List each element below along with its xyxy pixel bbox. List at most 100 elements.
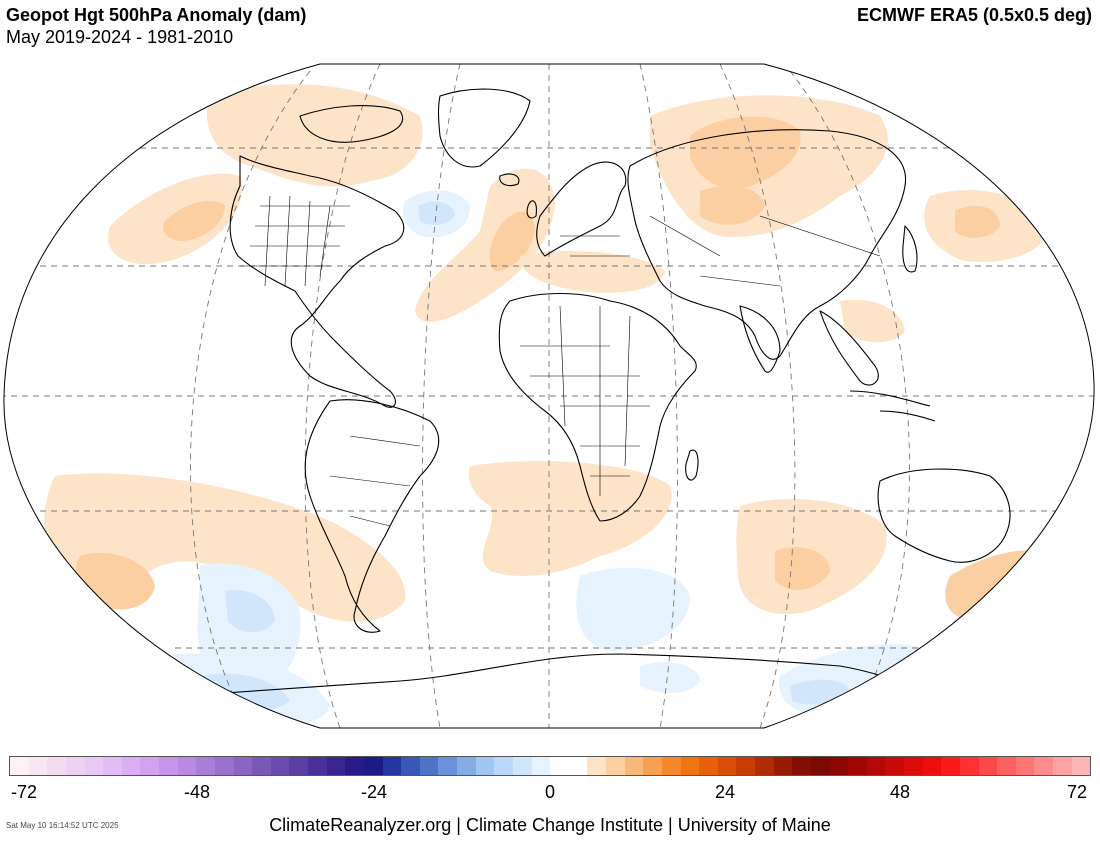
colorbar-tick: -72: [10, 782, 38, 802]
anomaly-field: [3, 64, 1095, 728]
colorbar-swatch: [214, 757, 234, 775]
colorbar-tick: -24: [360, 782, 388, 802]
colorbar-swatch: [512, 757, 532, 775]
colorbar-swatch: [270, 757, 290, 775]
colorbar-tick: 48: [889, 782, 911, 802]
colorbar: [9, 756, 1091, 778]
colorbar-swatch: [587, 757, 606, 775]
map-title: Geopot Hgt 500hPa Anomaly (dam): [6, 5, 307, 25]
colorbar-swatches: [9, 756, 1091, 776]
coast-canada-arctic: [299, 105, 403, 143]
colorbar-swatch: [941, 757, 960, 775]
anomaly-south-pacific: [44, 473, 406, 622]
colorbar-swatch: [196, 757, 215, 775]
colorbar-swatch: [438, 757, 457, 775]
coast-asia: [627, 129, 907, 360]
coast-japan: [902, 225, 918, 273]
colorbar-swatch: [326, 757, 346, 775]
colorbar-swatch: [717, 757, 737, 775]
colorbar-tick: 72: [1066, 782, 1088, 802]
colorbar-swatch: [624, 757, 644, 775]
generated-timestamp: Sat May 10 16:14:52 UTC 2025: [6, 821, 119, 830]
world-map: [0, 56, 1100, 746]
coast-australia: [877, 468, 1011, 563]
coast-africa: [498, 293, 697, 522]
colorbar-swatch: [308, 757, 327, 775]
colorbar-swatch: [159, 757, 178, 775]
colorbar-swatch: [345, 757, 364, 775]
colorbar-swatch: [550, 757, 569, 775]
world-map-svg: [3, 63, 1095, 729]
colorbar-swatch: [494, 757, 513, 775]
colorbar-swatch: [885, 757, 904, 775]
anomaly-atlantic: [415, 168, 555, 322]
colorbar-swatch: [568, 757, 588, 775]
colorbar-swatch: [121, 757, 141, 775]
colorbar-swatch: [475, 757, 495, 775]
colorbar-swatch: [1015, 757, 1035, 775]
coast-south-america: [304, 399, 440, 633]
colorbar-swatch: [382, 757, 402, 775]
colorbar-swatch: [457, 757, 476, 775]
coast-greenland: [437, 88, 531, 168]
colorbar-swatch: [904, 757, 923, 775]
colorbar-swatch: [419, 757, 439, 775]
anomaly-south-atlantic: [468, 461, 672, 576]
colorbar-tick: 0: [544, 782, 556, 802]
colorbar-swatch: [773, 757, 793, 775]
colorbar-swatch: [1053, 757, 1072, 775]
colorbar-tick: 24: [714, 782, 736, 802]
map-subtitle: May 2019-2024 - 1981-2010: [6, 27, 234, 47]
colorbar-swatch: [531, 757, 551, 775]
colorbar-swatch: [959, 757, 979, 775]
colorbar-swatch: [643, 757, 662, 775]
political-borders: [240, 195, 881, 527]
colorbar-swatch: [10, 757, 29, 775]
colorbar-swatch: [606, 757, 625, 775]
colorbar-swatch: [28, 757, 48, 775]
anomaly-mediterranean: [520, 251, 665, 293]
colorbar-tick: -48: [183, 782, 211, 802]
colorbar-swatch: [84, 757, 104, 775]
colorbar-swatch: [810, 757, 830, 775]
anomaly-south-indian: [576, 567, 690, 651]
globe-outline: [3, 63, 1095, 729]
colorbar-swatch: [978, 757, 998, 775]
colorbar-swatch: [1071, 757, 1091, 775]
graticule: [3, 64, 1095, 728]
coast-europe: [536, 161, 627, 257]
colorbar-swatch: [1034, 757, 1053, 775]
colorbar-swatch: [829, 757, 849, 775]
colorbar-swatch: [866, 757, 886, 775]
coast-southeast-asia: [819, 310, 879, 386]
coast-indonesia: [849, 390, 936, 422]
colorbar-swatch: [289, 757, 308, 775]
coast-iceland: [499, 173, 520, 187]
colorbar-swatch: [922, 757, 942, 775]
coast-north-america: [229, 155, 405, 408]
colorbar-swatch: [252, 757, 271, 775]
coast-madagascar: [685, 449, 699, 481]
colorbar-swatch: [680, 757, 700, 775]
colorbar-swatch: [997, 757, 1016, 775]
colorbar-swatch: [401, 757, 420, 775]
colorbar-swatch: [736, 757, 755, 775]
colorbar-swatch: [363, 757, 383, 775]
credits-footer: ClimateReanalyzer.org | Climate Change I…: [269, 815, 831, 835]
colorbar-swatch: [848, 757, 867, 775]
dataset-label: ECMWF ERA5 (0.5x0.5 deg): [856, 5, 1092, 25]
coast-india: [739, 305, 781, 373]
colorbar-swatch: [792, 757, 811, 775]
colorbar-swatch: [177, 757, 197, 775]
coast-uk: [526, 200, 537, 219]
colorbar-swatch: [65, 757, 85, 775]
colorbar-swatch: [103, 757, 122, 775]
colorbar-swatch: [233, 757, 253, 775]
colorbar-swatch: [699, 757, 718, 775]
colorbar-swatch: [755, 757, 774, 775]
colorbar-swatch: [140, 757, 159, 775]
coast-antarctica: [179, 653, 921, 697]
colorbar-swatch: [661, 757, 681, 775]
colorbar-swatch: [47, 757, 66, 775]
title-block: Geopot Hgt 500hPa Anomaly (dam) May 2019…: [6, 4, 306, 48]
